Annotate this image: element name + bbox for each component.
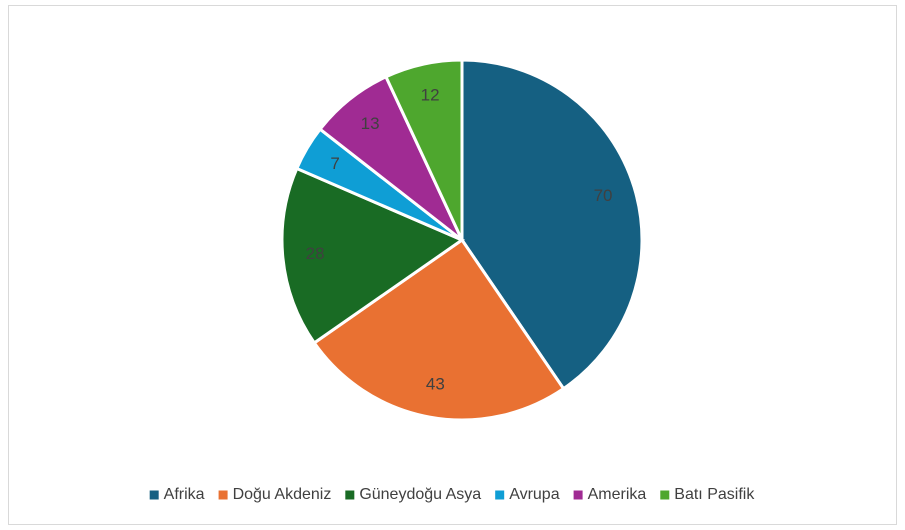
legend-swatch [495, 490, 505, 500]
legend-label: Afrika [164, 486, 205, 503]
legend-label: Güneydoğu Asya [359, 486, 481, 503]
legend-label: Batı Pasifik [674, 486, 755, 503]
pie-slice [312, 237, 566, 422]
data-label: 7 [330, 154, 339, 173]
legend-label: Amerika [588, 486, 647, 503]
legend-swatch [573, 490, 583, 500]
data-label: 28 [306, 244, 325, 263]
pie-slice [460, 58, 644, 391]
legend-label: Doğu Akdeniz [233, 486, 332, 503]
data-label: 70 [594, 186, 613, 205]
legend-label: Avrupa [509, 486, 560, 503]
data-label: 12 [421, 85, 440, 104]
legend-swatch [218, 490, 228, 500]
legend-swatch [149, 490, 159, 500]
pie-slice [280, 166, 466, 345]
data-label: 13 [361, 114, 380, 133]
legend-swatch [345, 490, 355, 500]
data-label: 43 [426, 375, 445, 394]
pie-slice [384, 58, 464, 241]
legend-swatch [660, 490, 670, 500]
